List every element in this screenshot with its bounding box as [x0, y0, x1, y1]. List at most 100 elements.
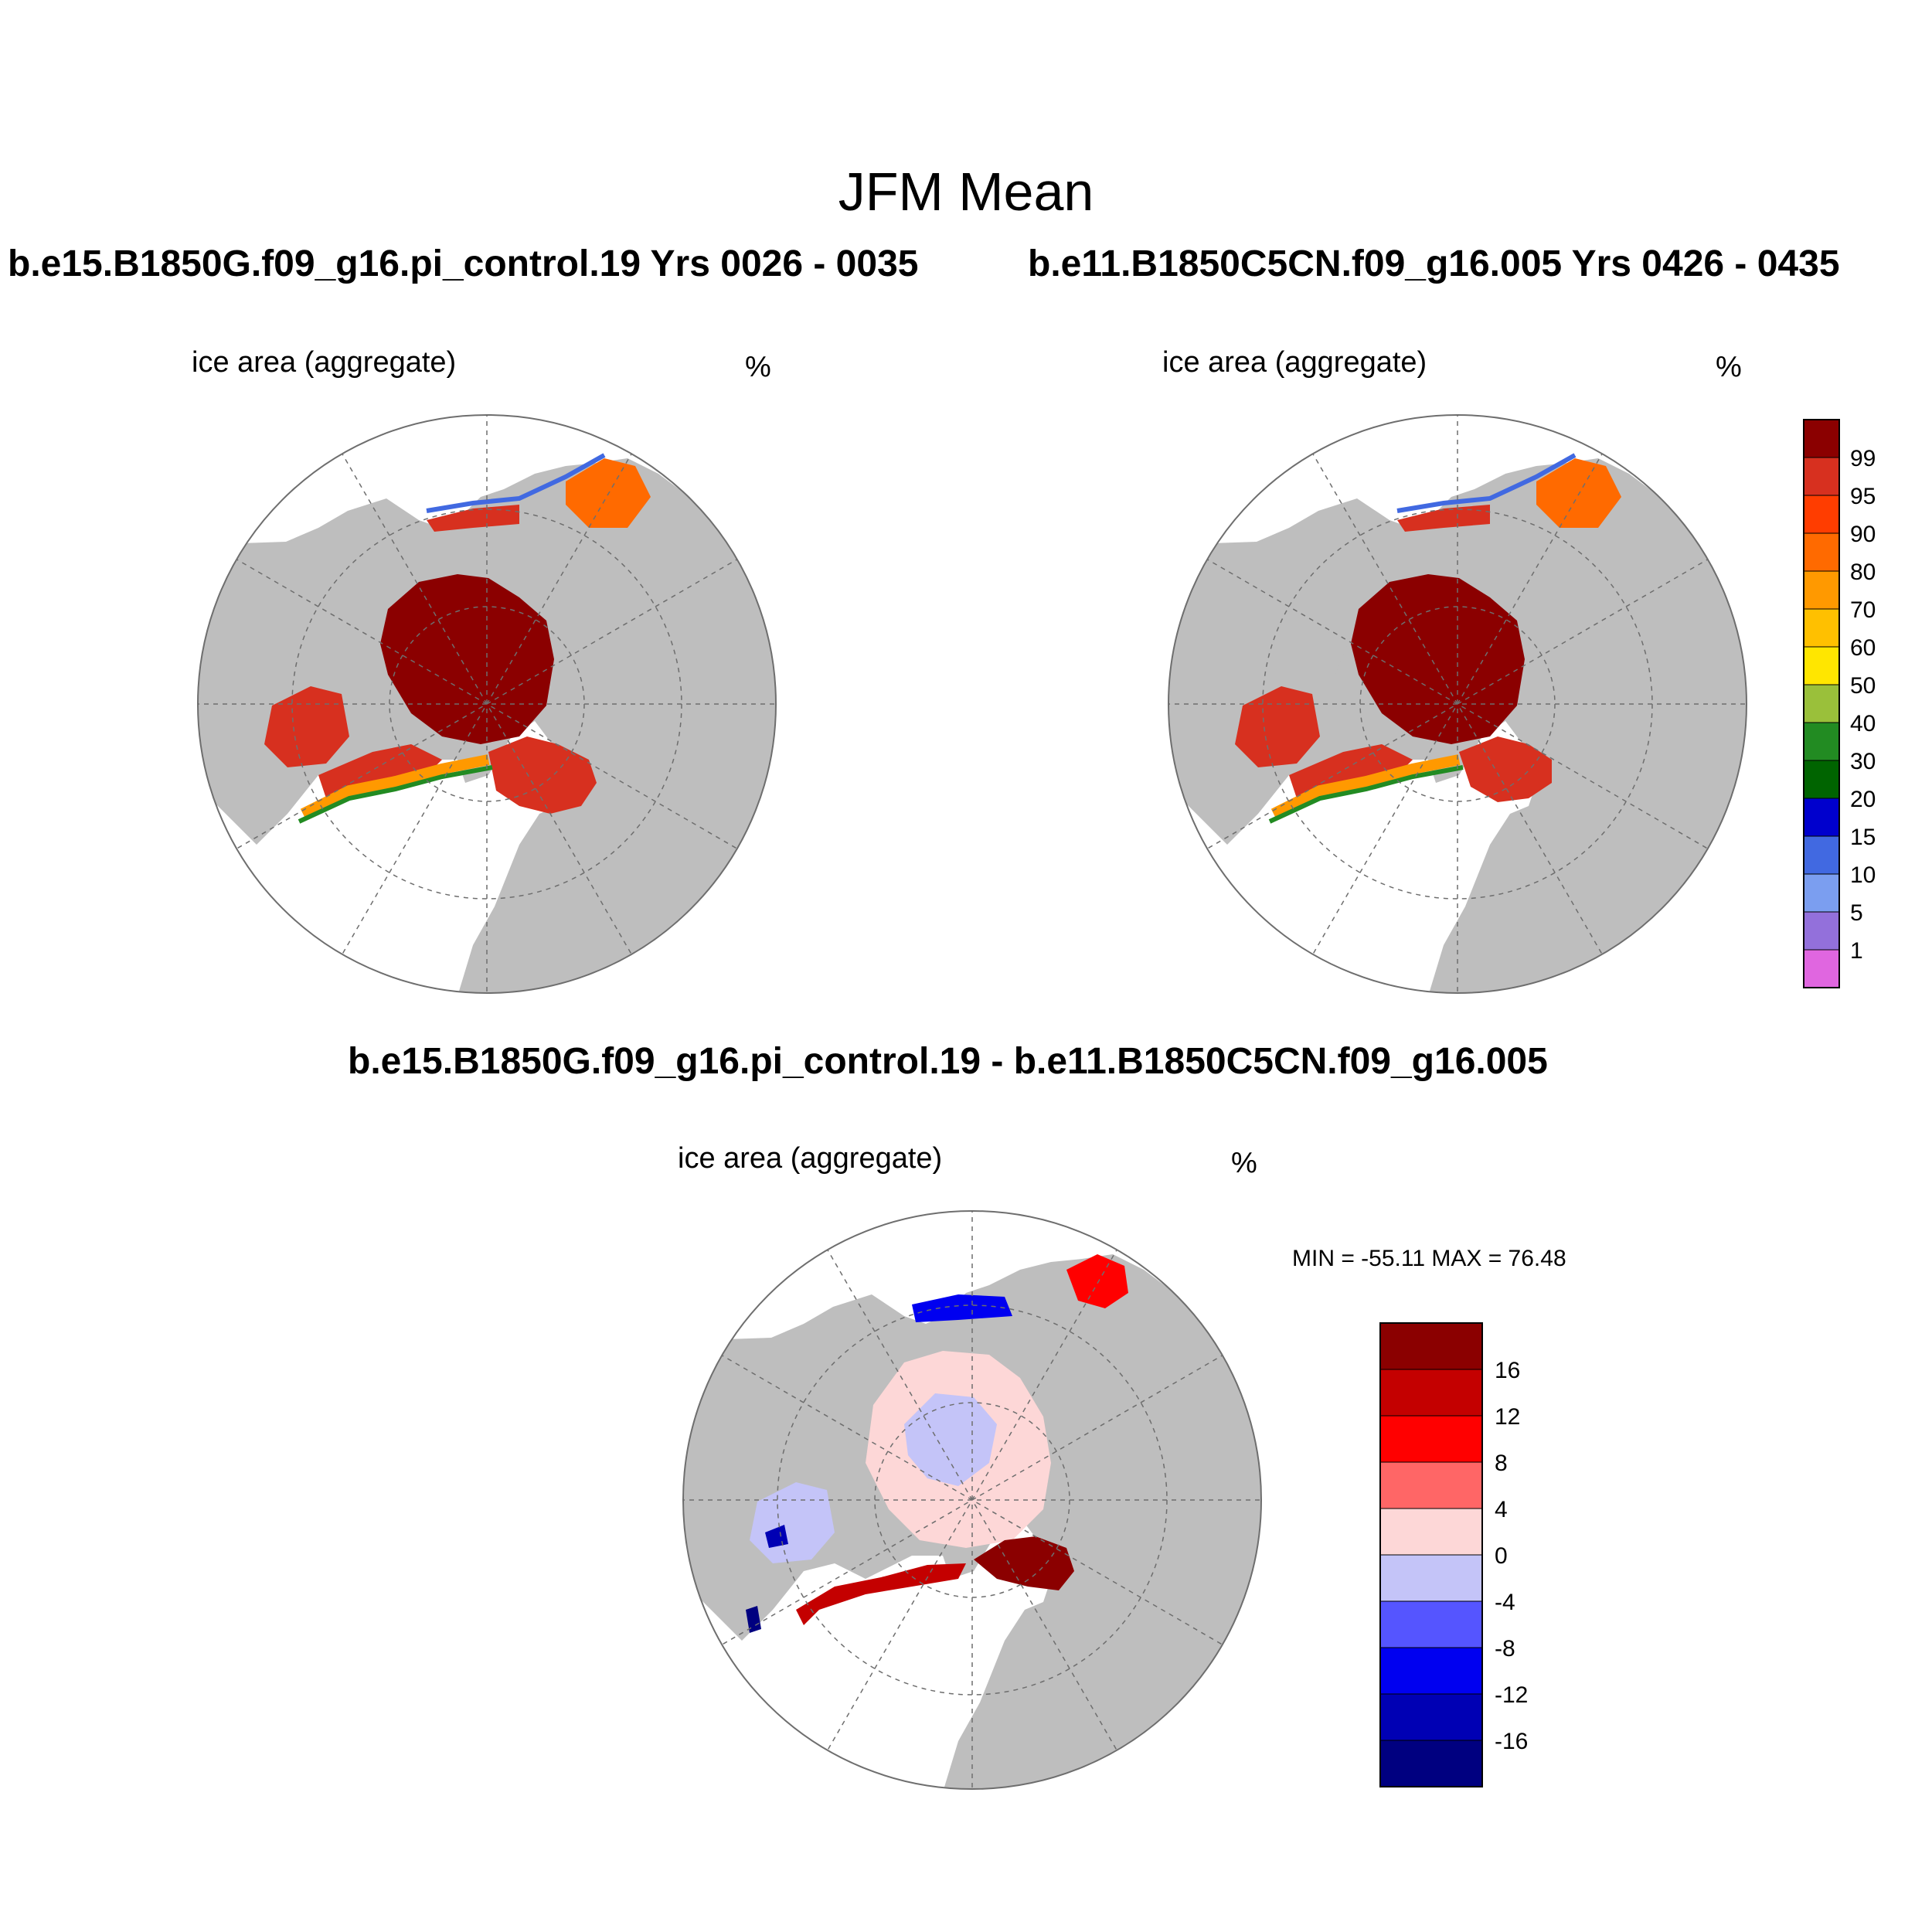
- difference-colorbar-tick-label: 16: [1495, 1358, 1520, 1383]
- ice-arctic-core: [380, 574, 554, 744]
- difference-colorbar-swatch: [1379, 1693, 1483, 1741]
- ice-edge-pacific: [1396, 453, 1577, 513]
- concentration-colorbar-tick-label: 99: [1850, 446, 1876, 471]
- concentration-colorbar-tick-label: 40: [1850, 711, 1876, 736]
- difference-colorbar-tick-label: 12: [1495, 1404, 1520, 1430]
- right-panel-title: b.e11.B1850C5CN.f09_g16.005 Yrs 0426 - 0…: [1028, 243, 1840, 284]
- meridian-line: [719, 1353, 1226, 1647]
- concentration-colorbar-tick-label: 5: [1850, 900, 1863, 926]
- concentration-colorbar-swatch: [1803, 570, 1840, 610]
- concentration-colorbar-swatch: [1803, 835, 1840, 875]
- concentration-colorbar-swatch: [1803, 457, 1840, 496]
- concentration-colorbar-tick-label: 70: [1850, 597, 1876, 623]
- left-variable-label: ice area (aggregate): [192, 346, 457, 379]
- land-greenland: [788, 1393, 866, 1478]
- diff-min-max-label: MIN = -55.11 MAX = 76.48: [1292, 1246, 1566, 1271]
- difference-polar-map: [682, 1210, 1262, 1790]
- left-polar-map: [197, 414, 777, 994]
- concentration-colorbar-swatch: [1803, 722, 1840, 761]
- difference-colorbar-swatch: [1379, 1600, 1483, 1648]
- diff-barents-positive: [974, 1536, 1074, 1590]
- meridian-line: [233, 557, 740, 851]
- map-border: [197, 414, 777, 994]
- ice-bering-band: [427, 505, 519, 532]
- ice-edge-atlantic: [1270, 754, 1461, 819]
- ice-edge-atlantic-green: [298, 765, 493, 824]
- difference-colorbar-swatch: [1379, 1647, 1483, 1695]
- concentration-colorbar-tick-label: 50: [1850, 673, 1876, 699]
- concentration-colorbar-tick-label: 10: [1850, 862, 1876, 888]
- figure-title: JFM Mean: [838, 162, 1094, 222]
- latitude-circle: [1359, 606, 1556, 802]
- difference-colorbar: 16 12 8 4 0 -4 -8 -12 -16: [1379, 1322, 1528, 1787]
- right-units-label: %: [1716, 351, 1742, 383]
- difference-colorbar-tick-label: -16: [1495, 1729, 1528, 1754]
- concentration-colorbar-swatch: [1803, 646, 1840, 685]
- difference-colorbar-tick-label: 8: [1495, 1451, 1508, 1476]
- difference-colorbar-swatch: [1379, 1369, 1483, 1417]
- difference-colorbar-swatch: [1379, 1508, 1483, 1556]
- ice-edge-atlantic: [300, 754, 490, 819]
- diff-arctic-negative: [904, 1393, 997, 1486]
- land-greenland: [303, 597, 380, 682]
- concentration-colorbar-swatch: [1803, 873, 1840, 913]
- concentration-colorbar-swatch: [1803, 419, 1840, 458]
- right-variable-label: ice area (aggregate): [1162, 346, 1427, 379]
- latitude-circle: [874, 1402, 1070, 1598]
- ice-hudson-bay: [264, 686, 349, 767]
- concentration-colorbar-border: [1803, 419, 1840, 988]
- concentration-colorbar-swatch: [1803, 495, 1840, 534]
- difference-colorbar-tick-label: -8: [1495, 1636, 1515, 1662]
- concentration-colorbar-tick-label: 1: [1850, 938, 1863, 964]
- latitude-circle: [1262, 509, 1653, 900]
- concentration-colorbar-tick-label: 60: [1850, 635, 1876, 661]
- ice-bering-band: [1397, 505, 1490, 532]
- concentration-colorbar-swatch: [1803, 949, 1840, 988]
- ice-barents-band: [488, 736, 597, 814]
- ice-barents-band: [1459, 736, 1552, 802]
- difference-colorbar-swatch: [1379, 1322, 1483, 1370]
- map-border: [682, 1210, 1262, 1790]
- map-border: [1168, 414, 1747, 994]
- diff-variable-label: ice area (aggregate): [678, 1142, 943, 1175]
- concentration-colorbar-tick-label: 20: [1850, 787, 1876, 812]
- diff-bering-negative: [912, 1294, 1012, 1322]
- concentration-colorbar: 99 95 90 80 70 60 50 40 30 20 15 10 5 1: [1803, 419, 1876, 988]
- latitude-circle: [389, 606, 585, 802]
- meridian-line: [1204, 557, 1711, 851]
- ice-edge-pacific: [426, 453, 606, 513]
- difference-colorbar-tick-label: 4: [1495, 1497, 1508, 1522]
- difference-colorbar-tick-label: -12: [1495, 1682, 1528, 1708]
- ice-arctic-core: [1351, 574, 1525, 744]
- left-panel-title: b.e15.B1850G.f09_g16.pi_control.19 Yrs 0…: [8, 243, 919, 284]
- latitude-circle: [777, 1304, 1168, 1696]
- difference-colorbar-tick-label: 0: [1495, 1543, 1508, 1569]
- right-polar-map: [1168, 414, 1747, 994]
- ice-labrador-band: [1289, 744, 1413, 798]
- concentration-colorbar-tick-label: 30: [1850, 749, 1876, 774]
- ice-labrador-band: [318, 744, 442, 798]
- difference-colorbar-swatch: [1379, 1415, 1483, 1463]
- difference-colorbar-tick-label: -4: [1495, 1590, 1515, 1615]
- left-units-label: %: [745, 351, 771, 383]
- concentration-colorbar-tick-label: 90: [1850, 522, 1876, 547]
- difference-colorbar-swatch: [1379, 1740, 1483, 1787]
- concentration-colorbar-swatch: [1803, 798, 1840, 837]
- concentration-colorbar-swatch: [1803, 760, 1840, 799]
- diff-units-label: %: [1231, 1147, 1257, 1179]
- ice-edge-atlantic-green: [1268, 765, 1464, 824]
- difference-colorbar-swatch: [1379, 1554, 1483, 1602]
- diff-labrador-positive: [796, 1563, 966, 1625]
- difference-colorbar-border: [1379, 1322, 1483, 1787]
- diff-okhotsk-positive: [1066, 1254, 1128, 1308]
- concentration-colorbar-tick-label: 15: [1850, 825, 1876, 850]
- latitude-circle: [291, 509, 682, 900]
- diff-panel-title: b.e15.B1850G.f09_g16.pi_control.19 - b.e…: [348, 1041, 1548, 1082]
- ice-hudson-bay: [1235, 686, 1320, 767]
- concentration-colorbar-swatch: [1803, 684, 1840, 723]
- concentration-colorbar-tick-label: 95: [1850, 484, 1876, 509]
- difference-colorbar-swatch: [1379, 1461, 1483, 1509]
- concentration-colorbar-swatch: [1803, 608, 1840, 648]
- concentration-colorbar-swatch: [1803, 911, 1840, 951]
- diff-labrador-negative: [746, 1606, 761, 1633]
